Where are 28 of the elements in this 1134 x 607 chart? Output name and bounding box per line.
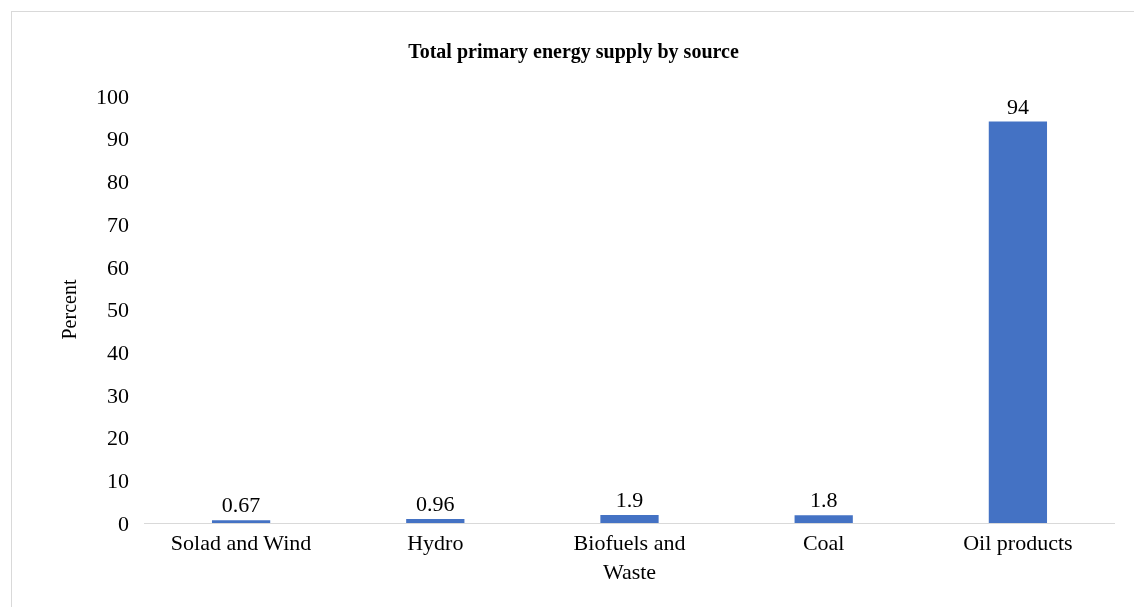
data-label: 1.9 [615,486,644,512]
x-tick-label: Solad and Wind [170,530,312,556]
x-tick-label: Biofuels and Waste [573,530,686,584]
bar [794,515,853,523]
y-tick-label: 30 [107,382,129,408]
data-label: 0.96 [416,490,455,516]
bar [211,520,271,523]
bar [406,518,465,523]
y-tick-label: 100 [96,83,129,109]
y-tick-label: 10 [107,468,129,493]
x-tick-label: Oil products [963,530,1073,556]
y-tick-label: 70 [107,211,129,237]
bar [988,121,1048,523]
data-label: 94 [1006,93,1029,119]
chart-title: Total primary energy supply by source [408,40,739,63]
bar [600,514,659,523]
y-tick-label: 40 [107,339,129,365]
y-tick-label: 50 [107,297,129,323]
y-tick-label: 90 [107,126,129,152]
y-tick-label: 20 [107,425,129,451]
x-tick-label: Hydro [407,530,464,556]
x-tick-label: Coal [802,530,845,556]
data-label: 1.8 [809,487,838,513]
data-label: 0.67 [221,492,261,518]
y-tick-label: 0 [118,510,129,536]
y-tick-label: 60 [107,254,129,280]
y-tick-label: 80 [107,169,129,195]
y-axis-title: Percent [57,279,80,340]
